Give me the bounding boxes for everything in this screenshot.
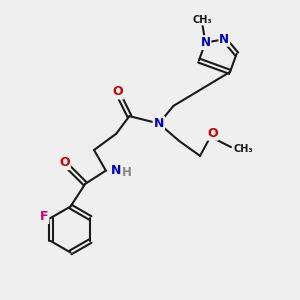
- Text: N: N: [111, 164, 121, 177]
- Text: N: N: [154, 117, 164, 130]
- Text: N: N: [219, 33, 229, 46]
- Text: CH₃: CH₃: [233, 143, 253, 154]
- Text: F: F: [40, 210, 48, 223]
- Text: CH₃: CH₃: [193, 15, 212, 25]
- Text: H: H: [122, 166, 132, 178]
- Text: O: O: [59, 156, 70, 169]
- Text: N: N: [200, 36, 210, 49]
- Text: O: O: [112, 85, 123, 98]
- Text: O: O: [207, 127, 218, 140]
